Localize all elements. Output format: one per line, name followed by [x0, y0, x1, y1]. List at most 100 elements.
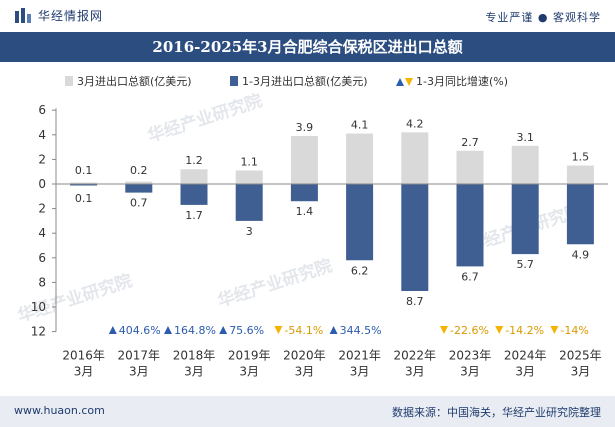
- y-tick-label: 6: [38, 251, 46, 265]
- data-label-march: 1.1: [240, 155, 258, 168]
- legend-down-icon: [405, 78, 413, 86]
- growth-label: 404.6%: [119, 324, 161, 337]
- bar-cumulative: [456, 184, 484, 267]
- growth-up-icon: [164, 326, 172, 334]
- growth-label: 75.6%: [229, 324, 264, 337]
- data-label-march: 3.9: [296, 121, 314, 134]
- x-tick-label: 3月: [405, 365, 425, 379]
- x-tick-label: 3月: [571, 365, 591, 379]
- data-label-cumulative: 6.2: [351, 264, 369, 277]
- website-link[interactable]: www.huaon.com: [14, 404, 105, 417]
- y-tick-label: 2: [38, 202, 46, 216]
- bar-cumulative: [290, 184, 318, 202]
- legend-label-growth: 1-3月同比增速(%): [416, 74, 508, 88]
- data-label-cumulative: 5.7: [516, 258, 534, 271]
- top-bar: 华经情报网 专业严谨 ● 客观科学: [0, 0, 615, 32]
- x-tick-label: 2022年: [394, 349, 437, 363]
- legend-swatch-cumulative: [230, 76, 238, 86]
- x-tick-label: 3月: [74, 365, 94, 379]
- bar-cumulative: [346, 184, 374, 261]
- growth-up-icon: [219, 326, 228, 334]
- x-tick-label: 2024年: [504, 349, 547, 363]
- bar-march: [125, 181, 153, 184]
- data-source: 数据来源：中国海关，华经产业研究院整理: [392, 406, 601, 419]
- growth-down-icon: [440, 326, 448, 334]
- bar-cumulative: [235, 184, 263, 221]
- y-tick-label: 12: [31, 325, 46, 339]
- data-label-march: 3.1: [516, 131, 534, 144]
- data-label-cumulative: 0.1: [75, 192, 93, 205]
- y-tick-label: 6: [38, 103, 46, 117]
- growth-label: 164.8%: [174, 324, 216, 337]
- growth-up-icon: [108, 326, 117, 334]
- legend: 3月进出口总额(亿美元) 1-3月进出口总额(亿美元) 1-3月同比增速(%): [65, 74, 508, 88]
- watermark: 华经产业研究院: [145, 90, 265, 147]
- bar-march: [290, 136, 318, 184]
- brand: 华经情报网: [14, 7, 103, 24]
- data-label-cumulative: 0.7: [130, 197, 148, 210]
- data-label-march: 1.2: [185, 154, 203, 167]
- x-tick-label: 3月: [239, 365, 259, 379]
- y-tick-label: 4: [38, 128, 46, 142]
- x-tick-label: 2016年: [62, 349, 105, 363]
- growth-label: -14.2%: [505, 324, 544, 337]
- legend-label-march: 3月进出口总额(亿美元): [77, 74, 192, 88]
- bar-march: [401, 132, 429, 184]
- growth-label: -54.1%: [284, 324, 323, 337]
- data-label-march: 0.2: [130, 164, 148, 177]
- bar-march: [566, 165, 594, 184]
- chart-title: 2016-2025年3月合肥综合保税区进出口总额: [0, 32, 615, 62]
- growth-label: -14%: [560, 324, 588, 337]
- data-label-cumulative: 8.7: [406, 295, 424, 308]
- legend-swatch-march: [65, 76, 73, 86]
- x-tick-label: 2023年: [449, 349, 492, 363]
- footer: www.huaon.com 数据来源：中国海关，华经产业研究院整理: [0, 396, 615, 427]
- bar-cumulative: [511, 184, 539, 255]
- brand-name: 华经情报网: [38, 9, 104, 23]
- data-label-cumulative: 4.9: [572, 248, 590, 261]
- x-tick-label: 2017年: [118, 349, 161, 363]
- slogan: 专业严谨 ● 客观科学: [485, 11, 601, 24]
- data-label-march: 4.2: [406, 117, 424, 130]
- x-tick-label: 2021年: [338, 349, 381, 363]
- bar-march: [456, 150, 484, 184]
- bar-march: [70, 182, 98, 184]
- data-label-march: 1.5: [572, 151, 590, 164]
- legend-up-icon: [396, 78, 404, 86]
- data-label-march: 2.7: [461, 136, 479, 149]
- growth-label: 344.5%: [340, 324, 382, 337]
- x-tick-label: 2019年: [228, 349, 271, 363]
- y-tick-label: 2: [38, 152, 46, 166]
- growth-label: -22.6%: [450, 324, 489, 337]
- data-label-cumulative: 3: [246, 225, 253, 238]
- bar-march: [346, 133, 374, 184]
- data-label-march: 0.1: [75, 164, 93, 177]
- x-tick-label: 3月: [350, 365, 370, 379]
- growth-down-icon: [550, 326, 559, 334]
- x-tick-label: 2025年: [559, 349, 602, 363]
- legend-label-cumulative: 1-3月进出口总额(亿美元): [242, 74, 368, 88]
- x-tick-label: 2020年: [283, 349, 326, 363]
- x-tick-label: 2018年: [173, 349, 216, 363]
- y-tick-label: 4: [38, 226, 46, 240]
- logo-icon: [15, 7, 31, 23]
- bar-cumulative: [125, 184, 153, 193]
- bar-cumulative: [70, 184, 98, 186]
- bar-cumulative: [566, 184, 594, 245]
- bar-march: [180, 169, 208, 184]
- y-tick-label: 10: [31, 300, 46, 314]
- bar-cumulative: [401, 184, 429, 292]
- watermark: 华经产业研究院: [15, 270, 135, 327]
- bar-march: [511, 145, 539, 184]
- x-tick-label: 3月: [460, 365, 480, 379]
- x-tick-label: 3月: [515, 365, 535, 379]
- data-label-march: 4.1: [351, 119, 369, 132]
- chart: 华经产业研究院华经产业研究院华经产业研究院华经产业研究院3月进出口总额(亿美元)…: [15, 74, 608, 379]
- x-tick-label: 3月: [184, 365, 204, 379]
- x-tick-label: 3月: [295, 365, 315, 379]
- watermark: 华经产业研究院: [215, 255, 335, 312]
- growth-up-icon: [329, 326, 338, 334]
- y-tick-label: 8: [38, 275, 46, 289]
- x-tick-label: 3月: [129, 365, 149, 379]
- bar-cumulative: [180, 184, 208, 205]
